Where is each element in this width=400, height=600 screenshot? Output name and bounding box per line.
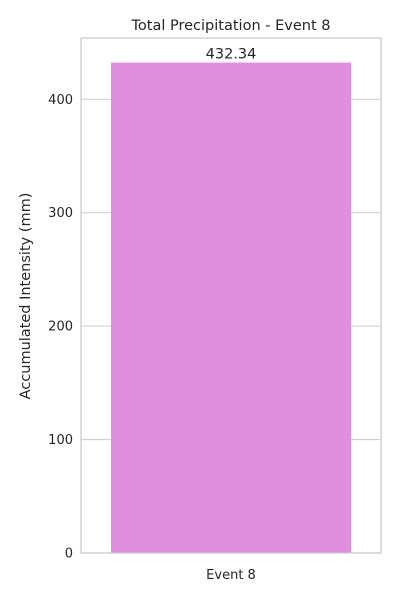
axis-ticks: 0 100 200 300 400 Event 8 xyxy=(48,93,256,583)
y-tick-label: 300 xyxy=(48,206,73,221)
plot-frame xyxy=(80,37,382,554)
y-tick-label: 0 xyxy=(65,547,73,562)
y-axis-label: Accumulated Intensity (mm) xyxy=(18,193,34,400)
bar-value-label: 432.34 xyxy=(206,47,257,63)
bar xyxy=(111,62,351,554)
y-tick-label: 200 xyxy=(48,320,73,335)
y-tick-label: 400 xyxy=(48,93,73,108)
x-tick-label: Event 8 xyxy=(206,568,256,583)
bars: 432.34 xyxy=(111,47,351,554)
chart-title: Total Precipitation - Event 8 xyxy=(131,18,331,34)
y-tick-label: 100 xyxy=(48,433,73,448)
